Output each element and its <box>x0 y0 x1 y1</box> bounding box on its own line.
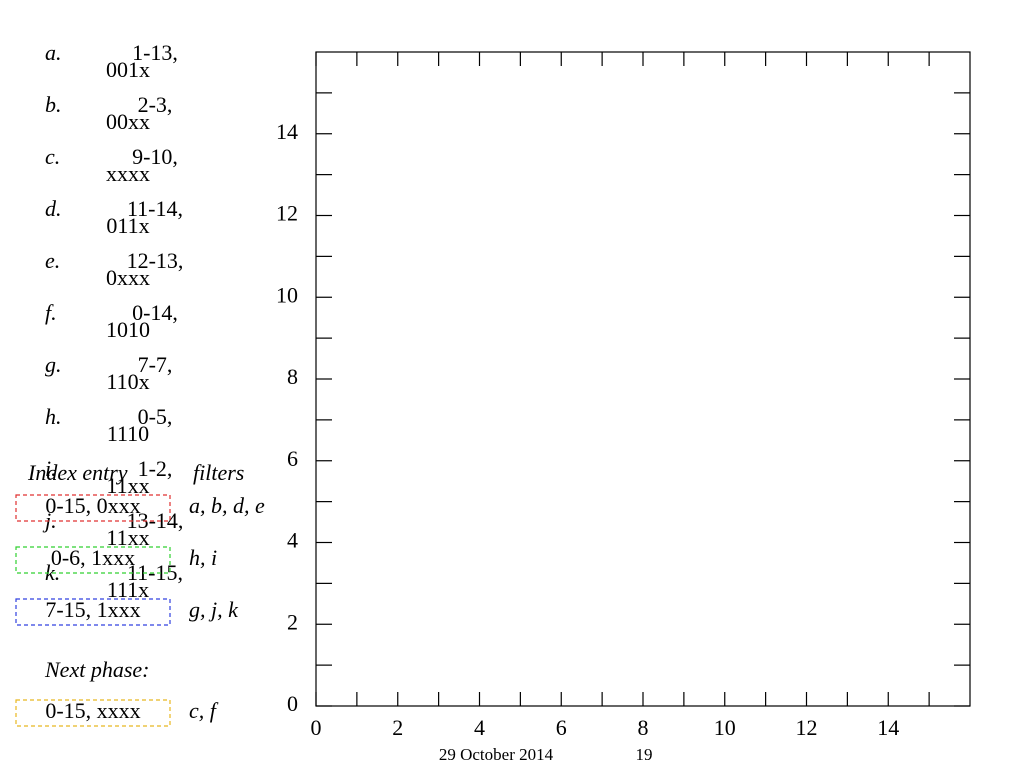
item-range: 0-5, <box>138 404 173 429</box>
item-letter: e. <box>45 248 60 273</box>
y-tick-label: 12 <box>276 201 298 226</box>
item-range: 11-14, <box>127 196 183 221</box>
item-mask: 1110 <box>107 421 149 446</box>
entry-box <box>15 546 171 574</box>
item-letter: f. <box>45 300 57 325</box>
y-tick-label: 2 <box>287 609 298 634</box>
x-tick-label: 12 <box>796 715 818 740</box>
item-range: 12-13, <box>127 248 184 273</box>
y-tick-label: 0 <box>287 691 298 716</box>
x-tick-label: 10 <box>714 715 736 740</box>
entry-box <box>15 494 171 522</box>
item-letter: a. <box>45 40 62 65</box>
item-letter: c. <box>45 144 60 169</box>
item-range: 0-14, <box>132 300 178 325</box>
item-letter: h. <box>45 404 62 429</box>
entry-filters: a, b, d, e <box>189 493 265 518</box>
item-letter: i. <box>45 456 57 481</box>
item-mask: 1010 <box>106 317 150 342</box>
x-tick-label: 14 <box>877 715 899 740</box>
entry-filters: c, f <box>189 698 219 723</box>
y-tick-label: 6 <box>287 446 298 471</box>
x-tick-label: 8 <box>638 715 649 740</box>
entry-text: 0-15, 0xxx <box>45 493 140 518</box>
item-mask: 11xx <box>106 525 149 550</box>
item-mask: 011x <box>106 213 149 238</box>
y-tick-label: 10 <box>276 282 298 307</box>
item-range: 9-10, <box>132 144 178 169</box>
x-tick-label: 0 <box>311 715 322 740</box>
x-tick-label: 4 <box>474 715 485 740</box>
y-tick-label: 4 <box>287 528 298 553</box>
x-tick-label: 2 <box>392 715 403 740</box>
filters-header: filters <box>193 460 244 485</box>
entry-filters: g, j, k <box>189 597 239 622</box>
item-letter: d. <box>45 196 62 221</box>
item-letter: b. <box>45 92 62 117</box>
entry-filters: h, i <box>189 545 217 570</box>
item-range: 7-7, <box>138 352 173 377</box>
entry-box <box>15 699 171 727</box>
index-entry-header: Index entry <box>27 460 128 485</box>
item-mask: 111x <box>107 577 149 602</box>
plot-frame <box>315 51 971 707</box>
y-tick-label: 8 <box>287 364 298 389</box>
next-phase-label: Next phase: <box>44 657 149 682</box>
entry-text: 0-15, xxxx <box>45 698 140 723</box>
item-mask: 00xx <box>106 109 150 134</box>
footer-page: 19 <box>636 745 653 764</box>
footer-date: 29 October 2014 <box>439 745 554 764</box>
entry-text: 0-6, 1xxx <box>51 545 135 570</box>
item-range: 1-13, <box>132 40 178 65</box>
entry-text: 7-15, 1xxx <box>45 597 140 622</box>
item-mask: 0xxx <box>106 265 150 290</box>
entry-box <box>15 598 171 626</box>
item-mask: xxxx <box>106 161 150 186</box>
item-range: 2-3, <box>138 92 173 117</box>
item-mask: 11xx <box>106 473 149 498</box>
x-tick-label: 6 <box>556 715 567 740</box>
y-tick-label: 14 <box>276 119 298 144</box>
item-letter: j. <box>42 508 57 533</box>
item-range: 1-2, <box>138 456 173 481</box>
item-letter: g. <box>45 352 62 377</box>
item-mask: 110x <box>106 369 149 394</box>
item-mask: 001x <box>106 57 150 82</box>
